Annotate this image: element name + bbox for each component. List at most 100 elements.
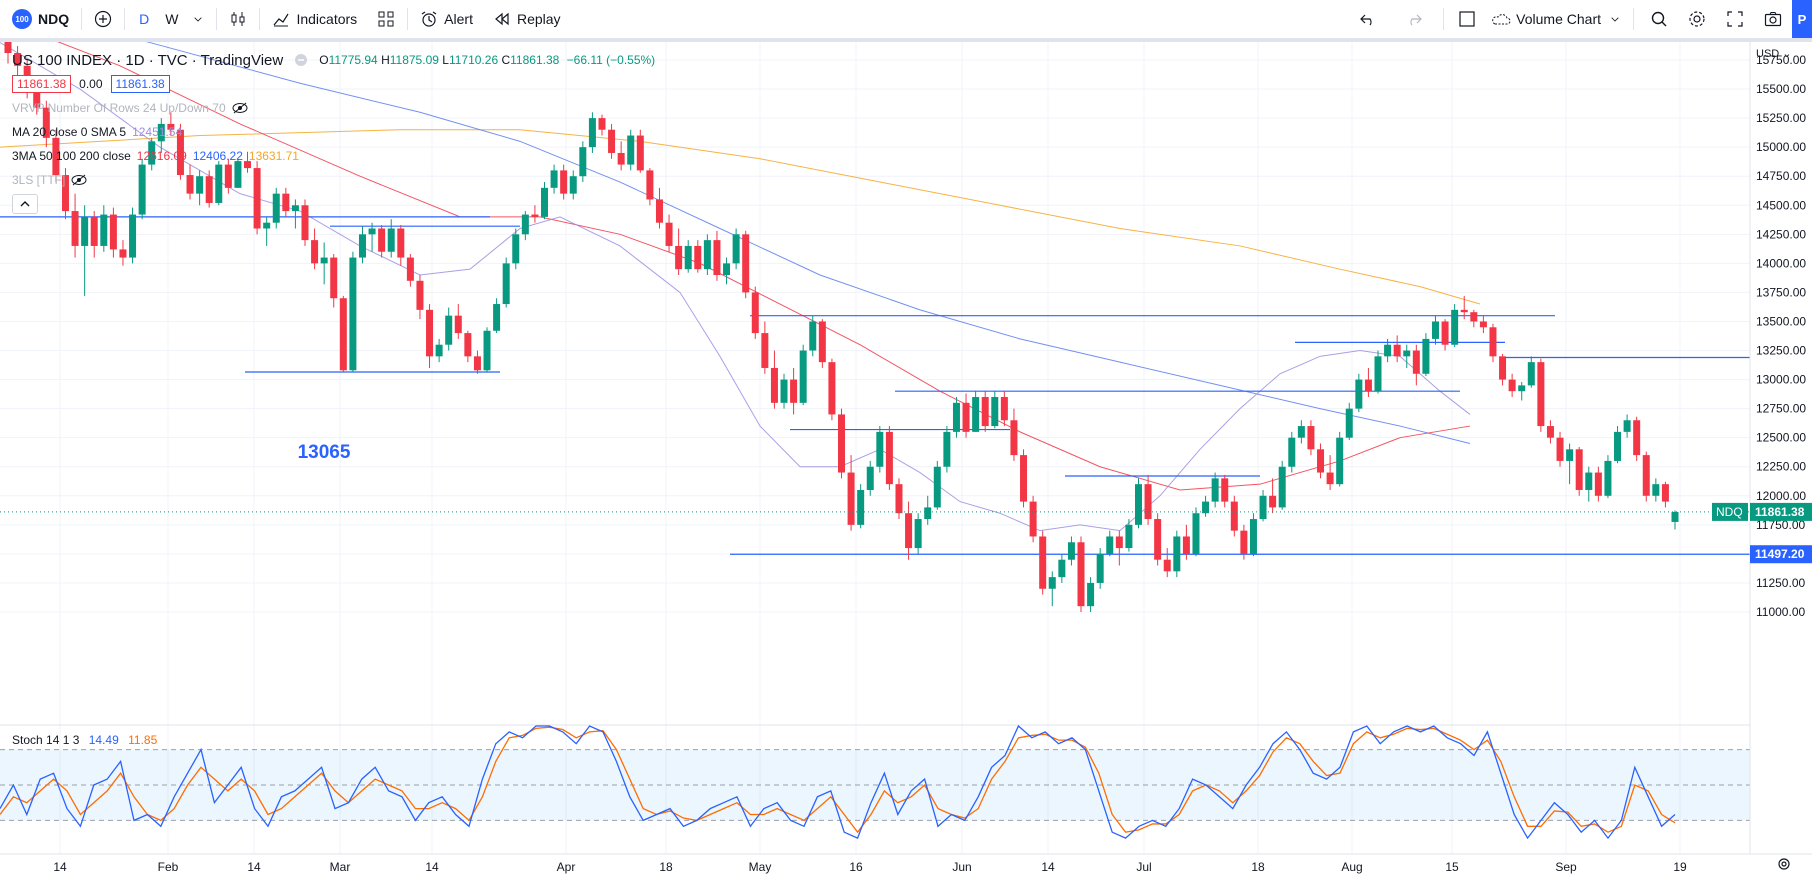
candle-body — [1259, 495, 1267, 520]
legend-price-row: 11861.38 0.00 11861.38 — [12, 72, 655, 96]
candle-body — [560, 170, 568, 194]
sell-price[interactable]: 11861.38 — [12, 75, 72, 93]
stoch-legend[interactable]: Stoch 14 1 3 14.49 11.85 — [12, 733, 157, 747]
candle-body — [627, 135, 635, 165]
replay-button[interactable]: Replay — [487, 0, 567, 38]
candle-body — [1422, 338, 1430, 374]
candle-body — [1288, 437, 1296, 467]
divider — [1633, 8, 1634, 30]
candle-body — [646, 170, 654, 200]
candle-body — [358, 234, 366, 258]
legend-vrvp-row[interactable]: VRVP Number Of Rows 24 Up/Down 70 — [12, 96, 655, 120]
legend-ma20-row[interactable]: MA 20 close 0 SMA 5 12451.54 — [12, 120, 655, 144]
price-tick-label: 14500.00 — [1756, 198, 1806, 212]
candle-body — [129, 214, 137, 258]
redo-button[interactable] — [1391, 0, 1437, 38]
snapshot-button[interactable] — [1754, 0, 1792, 38]
alert-button[interactable]: Alert — [414, 0, 479, 38]
ma50-value: 12616.09 — [136, 149, 187, 163]
legend-3ma-row[interactable]: 3MA 50 100 200 close 12616.09 12406.22 1… — [12, 144, 655, 168]
candle-body — [339, 298, 347, 371]
horizontal-lines — [0, 216, 1750, 555]
candle-body — [1211, 478, 1219, 502]
candle-body — [311, 240, 319, 264]
redo-icon — [1410, 14, 1423, 26]
timeframe-w-button[interactable]: W — [165, 11, 179, 27]
search-button[interactable] — [1640, 0, 1678, 38]
candle-body — [1585, 472, 1593, 490]
price-tick-label: 12750.00 — [1756, 402, 1806, 416]
candle-body — [761, 333, 769, 368]
volume-chart-button[interactable]: Volume Chart — [1484, 0, 1627, 38]
fullscreen-button[interactable] — [1716, 0, 1754, 38]
candle-body — [991, 397, 999, 427]
square-icon — [1459, 11, 1475, 27]
candle-body — [52, 137, 60, 176]
price-chart[interactable]: 80.0040.000.00 USD ⌄15750.00 15500.00 1525… — [0, 42, 1812, 876]
candle-body — [483, 330, 491, 371]
chevron-down-icon — [1611, 17, 1619, 22]
settings-button[interactable] — [1678, 0, 1716, 38]
candle-body — [1499, 356, 1507, 380]
candle-body — [435, 344, 443, 357]
candle-body — [952, 402, 960, 432]
candle-body — [818, 321, 826, 363]
symbol-search-button[interactable]: 100 NDQ — [0, 0, 75, 38]
publish-button[interactable]: P — [1792, 0, 1812, 38]
candle-body — [972, 397, 980, 432]
candle-body — [780, 379, 788, 403]
candles-icon — [231, 12, 245, 26]
candle-body — [1546, 426, 1554, 438]
candle-body — [119, 249, 127, 258]
candle-body — [1633, 420, 1641, 456]
candle-body — [205, 176, 213, 203]
eye-off-icon[interactable] — [71, 174, 87, 186]
price-tick-label: 12250.00 — [1756, 460, 1806, 474]
candle-body — [675, 245, 683, 270]
time-tick-label: 18 — [659, 860, 673, 874]
candle-body — [838, 414, 845, 473]
indicators-button[interactable]: Indicators — [266, 0, 363, 38]
eye-off-icon[interactable] — [232, 102, 248, 114]
chevron-up-icon — [20, 201, 30, 207]
chart-title[interactable]: US 100 INDEX · 1D · TVC · TradingView — [12, 51, 284, 69]
currency-label: USD ⌄ — [1756, 48, 1792, 60]
legend-collapse-button[interactable] — [12, 194, 38, 214]
candle-body — [4, 42, 12, 54]
buy-price[interactable]: 11861.38 — [110, 75, 170, 93]
cloud-icon — [1492, 14, 1511, 25]
time-tick-label: 19 — [1673, 860, 1687, 874]
price-tick-label: 13750.00 — [1756, 285, 1806, 299]
candle-body — [397, 228, 405, 258]
more-icon[interactable] — [293, 52, 309, 68]
candle-body — [1652, 484, 1660, 496]
ma100-value: 12406.22 — [192, 149, 243, 163]
chart-legend: US 100 INDEX · 1D · TVC · TradingView O1… — [12, 48, 655, 216]
candle-body — [81, 216, 89, 246]
legend-3ls-row[interactable]: 3LS [TTF] — [12, 168, 655, 192]
candle-body — [1556, 437, 1564, 461]
candle-body — [387, 228, 395, 252]
timeframe-d-button[interactable]: D — [139, 11, 150, 27]
compare-symbol-button[interactable] — [88, 0, 118, 38]
indicators-icon — [274, 13, 289, 27]
candle-body — [1106, 536, 1114, 554]
volume-chart-label: Volume Chart — [1516, 11, 1601, 27]
candle-body — [1240, 530, 1248, 554]
candle-body — [33, 86, 41, 108]
templates-button[interactable] — [371, 0, 401, 38]
chevron-down-icon — [194, 17, 203, 22]
layout-button[interactable] — [1450, 0, 1484, 38]
divider — [216, 8, 218, 30]
chart-type-button[interactable] — [223, 0, 253, 38]
grid-icon — [378, 11, 394, 27]
undo-button[interactable] — [1345, 0, 1391, 38]
ma100-line — [145, 42, 1471, 444]
candle-body — [1307, 426, 1315, 450]
candle-body — [924, 507, 932, 520]
candle-body — [1594, 472, 1602, 496]
candle-body — [1029, 501, 1037, 537]
timeframe-dropdown[interactable] — [186, 0, 210, 38]
fullscreen-icon — [1727, 11, 1743, 27]
candle-body — [866, 466, 874, 490]
